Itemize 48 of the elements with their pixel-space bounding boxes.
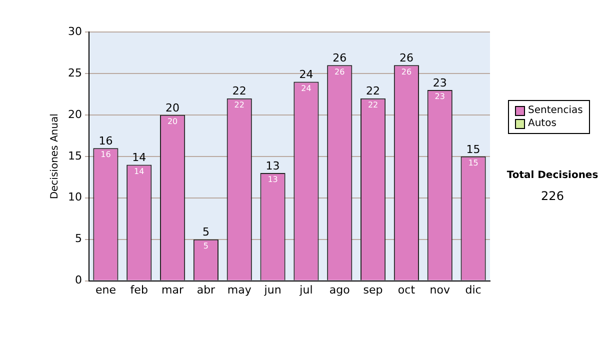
- x-tick-label: jun: [263, 283, 282, 296]
- x-tick-label: feb: [130, 283, 148, 296]
- y-tick-label: 20: [68, 108, 82, 121]
- total-label: 26: [399, 52, 414, 65]
- data-label: 26: [401, 67, 412, 76]
- total-label: 5: [202, 226, 210, 239]
- legend-label: Autos: [528, 117, 556, 130]
- data-label: 5: [203, 241, 209, 250]
- x-tick-label: nov: [430, 283, 450, 296]
- data-label: 20: [167, 117, 178, 126]
- x-tick-label: mar: [162, 283, 184, 296]
- total-label: 20: [166, 101, 180, 114]
- data-label: 14: [134, 166, 144, 176]
- total-label: 22: [232, 84, 246, 98]
- total-label: 26: [332, 52, 347, 65]
- total-label: 14: [132, 151, 146, 164]
- x-tick-label: ene: [95, 283, 116, 296]
- x-tick-label: oct: [398, 283, 416, 296]
- y-tick-label: 30: [68, 24, 82, 38]
- data-label: 26: [334, 67, 345, 76]
- text: Total Decisiones: [506, 170, 600, 181]
- data-label: 13: [268, 175, 278, 184]
- data-label: 22: [368, 100, 378, 110]
- data-label: 24: [301, 84, 312, 93]
- x-tick-label: abr: [196, 283, 216, 296]
- x-tick-label: jul: [298, 283, 313, 296]
- y-tick-label: 5: [74, 232, 82, 246]
- x-tick-label: may: [227, 283, 252, 296]
- data-label: 15: [468, 158, 478, 168]
- data-label: 22: [234, 100, 244, 110]
- total-label: 24: [299, 68, 314, 82]
- total-label: 23: [432, 76, 447, 90]
- y-tick-label: 15: [68, 149, 82, 162]
- data-label: 16: [100, 150, 111, 160]
- x-tick-label: dic: [465, 283, 482, 296]
- legend-label: Sentencias: [528, 104, 583, 117]
- total-label: 16: [98, 134, 113, 148]
- y-tick-label: 0: [74, 274, 82, 287]
- data-label: 23: [434, 92, 445, 102]
- y-tick-label: 25: [68, 66, 82, 80]
- total-label: 13: [266, 159, 280, 172]
- y-axis-title: Decisiones Anual: [50, 114, 61, 200]
- y-tick-label: 10: [68, 190, 82, 204]
- total-label: 15: [466, 142, 480, 156]
- x-tick-label: sep: [363, 283, 383, 296]
- text: 226: [540, 189, 565, 203]
- x-tick-label: ago: [329, 283, 350, 296]
- total-label: 22: [366, 84, 380, 98]
